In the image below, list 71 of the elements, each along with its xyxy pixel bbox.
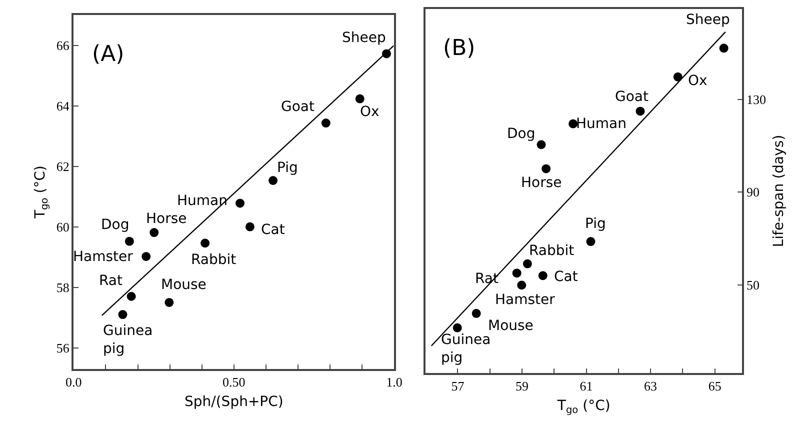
point (512, 268, 522, 278)
point (673, 72, 682, 82)
y-tick-label: 62 (56, 158, 70, 174)
x-tick-label: 65 (708, 378, 722, 394)
text: (B) (443, 36, 476, 61)
annotation: Cat (261, 222, 286, 238)
x-tick-label: 0.0 (66, 374, 82, 390)
point (150, 228, 159, 238)
annotation: Horse (146, 211, 187, 227)
point (236, 198, 245, 208)
annotation: Rabbit (529, 243, 575, 259)
annotation: Ox (360, 104, 380, 120)
annotation: Horse (521, 175, 562, 191)
point (636, 106, 645, 116)
annotation: Mouse (161, 277, 206, 293)
point (118, 310, 128, 320)
annotation: Pig (585, 216, 606, 232)
point (517, 280, 526, 290)
y-tick-label: 60 (56, 219, 70, 234)
text: (A) (92, 42, 124, 67)
point (472, 308, 481, 318)
annotation: Goat (281, 99, 315, 115)
annotation: Rat (99, 273, 123, 289)
point (586, 237, 596, 246)
annotation: Guinea pig (103, 323, 153, 358)
x-tick-label: 59 (515, 378, 528, 394)
annotation: Dog (507, 126, 536, 142)
annotation: Cat (554, 269, 578, 285)
x-axis-title: T$_{go}$ (°C) (556, 398, 610, 416)
annotation: Hamster (73, 249, 134, 265)
x-tick-label: 0.50 (222, 374, 246, 390)
y-tick-label: 90 (746, 184, 760, 200)
point (719, 44, 728, 53)
point (200, 238, 210, 248)
point (245, 222, 254, 232)
annotation: Sheep (342, 30, 386, 46)
y-tick-label: 50 (746, 277, 760, 292)
point (268, 176, 278, 185)
point (124, 236, 134, 246)
point (355, 94, 364, 104)
point (538, 271, 548, 280)
annotation: Sheep (686, 12, 730, 28)
annotation: Rabbit (191, 252, 237, 268)
point (536, 140, 546, 150)
point (126, 292, 136, 301)
y-tick-label: 58 (56, 280, 70, 295)
annotation: Human (576, 116, 626, 132)
annotation: Ox (688, 73, 708, 89)
y-tick-label: 130 (746, 92, 766, 107)
x-axis-title: Sph/(Sph+PC) (184, 394, 284, 410)
annotation: Mouse (488, 318, 534, 334)
y-tick-label: 64 (56, 98, 70, 114)
y-tick-label: 56 (56, 340, 70, 356)
point (321, 118, 330, 128)
y-tick-label: 66 (56, 38, 70, 53)
annotation: Hamster (495, 292, 556, 308)
annotation: Guinea pig (441, 332, 491, 366)
x-tick-label: 61 (580, 378, 593, 394)
point (142, 252, 151, 261)
point (522, 259, 532, 268)
point (542, 164, 551, 174)
annotation: Human (177, 193, 228, 209)
point (452, 323, 462, 332)
x-tick-label: 63 (644, 378, 658, 394)
annotation: Dog (101, 217, 130, 233)
y-axis-title: Life-span (days) (770, 134, 787, 248)
x-tick-label: 57 (451, 378, 465, 394)
annotation: Goat (615, 89, 649, 105)
x-tick-label: 1.0 (386, 374, 402, 390)
annotation: Pig (277, 160, 298, 176)
point (164, 298, 174, 307)
